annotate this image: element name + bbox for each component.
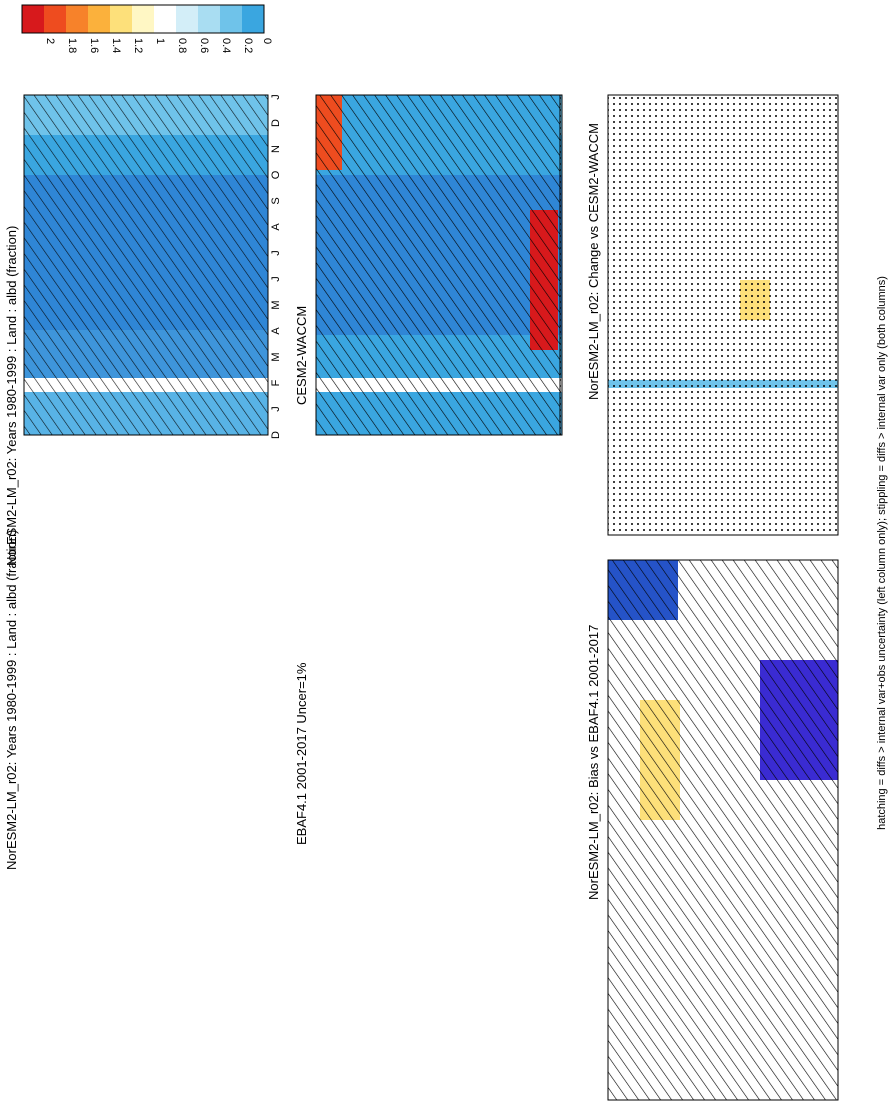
colorbar-label: 1.6 [88,38,100,53]
colorbar-label: 1.4 [110,38,122,53]
colorbar-label: 0.4 [220,38,232,53]
plot-area [315,94,561,436]
panel-title: CESM2-WACCM [294,306,309,405]
month-tick: N [270,145,282,153]
hatching-overlay [316,95,560,435]
panel-right-middle: CESM2-WACCM [294,306,309,405]
panel-title: NorESM2-LM_r02: Change vs CESM2-WACCM [586,123,601,400]
panel-left-middle: EBAF4.1 2001-2017 Uncer=1% [294,94,561,845]
month-tick: O [270,170,282,179]
colorbar-label: 0.2 [242,38,254,53]
month-tick: D [270,431,282,439]
month-axis: D J F M A M J J A S O N D J [270,94,282,439]
plot-area [23,94,269,436]
hatching-overlay [608,560,838,1100]
panel-left-bottom: NorESM2-LM_r02: Bias vs EBAF4.1 2001-201… [586,559,839,1101]
plot-area [607,559,839,1101]
figure-footnote: hatching = diffs > internal var+obs unce… [876,276,888,830]
month-tick: J [270,250,282,256]
panel-title: NorESM2-LM_r02: Bias vs EBAF4.1 2001-201… [586,625,601,900]
month-tick: F [270,379,282,386]
month-tick: M [270,300,282,309]
month-tick: A [270,327,282,335]
colorbar-label: 1 [154,38,166,44]
colorbar-label: 2 [44,38,56,44]
panel-title: NorESM2-LM_r02: Years 1980-1999 : Land :… [4,530,19,870]
panel-title: NorESM2-LM_r02: Years 1980-1999 : Land :… [4,226,19,566]
month-tick: A [270,223,282,231]
colorbar-left-top: 2 1.8 1.6 1.4 1.2 1 0.8 0.6 0.4 0.2 0 [21,4,273,53]
colorbar-label: 0.8 [176,38,188,53]
colorbar-label: 0.6 [198,38,210,53]
colorbar-label: 1.8 [66,38,78,53]
month-tick: M [270,352,282,361]
panel-title: EBAF4.1 2001-2017 Uncer=1% [294,662,309,845]
month-tick: J [270,406,282,412]
month-tick: D [270,119,282,127]
panel-left-top: NorESM2-LM_r02: Years 1980-1999 : Land :… [4,94,282,566]
month-tick: J [270,94,282,100]
month-tick: S [270,197,282,204]
month-tick: J [270,276,282,282]
panel-right-bottom: NorESM2-LM_r02: Change vs CESM2-WACCM [586,94,839,536]
colorbar-label: 1.2 [132,38,144,53]
hatching-overlay [24,95,268,435]
stippling-overlay [608,95,838,535]
plot-area [607,94,839,536]
colorbar-label: 0 [261,38,273,44]
